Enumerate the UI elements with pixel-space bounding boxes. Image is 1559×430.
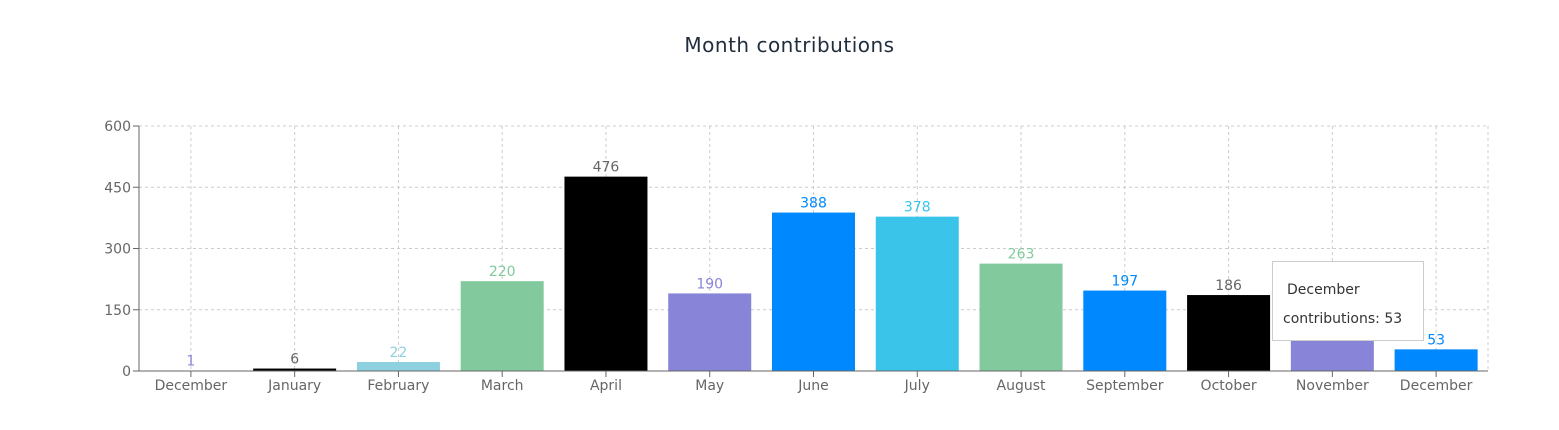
x-tick-label: May — [695, 378, 724, 394]
bar-december — [1394, 349, 1478, 371]
y-tick-label: 450 — [104, 180, 131, 196]
x-tick-label: November — [1296, 378, 1369, 394]
x-tick-label: April — [590, 378, 622, 394]
y-tick-label: 300 — [104, 242, 131, 258]
data-label: 263 — [1008, 247, 1035, 263]
bar-march — [460, 281, 544, 371]
x-tick-label: December — [1400, 378, 1473, 394]
tooltip-value: 53 — [1384, 311, 1403, 327]
x-tick-label: January — [267, 378, 321, 394]
x-tick-label: September — [1086, 378, 1164, 394]
y-tick-label: 150 — [104, 303, 131, 319]
bar-august — [979, 263, 1063, 371]
chart-tooltip: December contributions: 53 — [1272, 261, 1424, 341]
bar-july — [875, 216, 959, 371]
bar-february — [356, 362, 440, 371]
tooltip-series-name: contributions — [1283, 311, 1376, 327]
data-label: 1 — [186, 354, 195, 370]
tooltip-label: December — [1287, 282, 1360, 298]
data-label: 378 — [904, 200, 931, 216]
x-tick-label: February — [367, 378, 429, 394]
bar-may — [668, 293, 752, 371]
y-tick-label: 0 — [122, 364, 131, 380]
bar-september — [1083, 290, 1167, 371]
x-tick-label: March — [481, 378, 524, 394]
data-label: 53 — [1427, 332, 1445, 348]
tooltip-value-line: contributions: 53 — [1283, 311, 1413, 327]
x-tick-label: December — [155, 378, 228, 394]
data-label: 6 — [290, 352, 299, 368]
x-tick-label: July — [904, 378, 930, 394]
x-tick-label: October — [1201, 378, 1257, 394]
data-label: 22 — [390, 345, 408, 361]
data-label: 197 — [1111, 274, 1138, 290]
data-label: 186 — [1215, 278, 1242, 294]
bar-january — [253, 368, 337, 371]
data-label: 220 — [489, 264, 516, 280]
data-label: 388 — [800, 196, 827, 212]
bar-october — [1187, 295, 1271, 371]
x-tick-label: June — [797, 378, 829, 394]
tooltip-separator: : — [1375, 311, 1385, 327]
data-label: 190 — [696, 276, 723, 292]
bar-june — [772, 212, 855, 371]
chart-title: Month contributions — [684, 33, 895, 57]
x-tick-label: August — [997, 378, 1047, 394]
y-tick-label: 600 — [104, 119, 131, 135]
data-label: 476 — [593, 160, 620, 176]
bar-april — [564, 176, 648, 371]
